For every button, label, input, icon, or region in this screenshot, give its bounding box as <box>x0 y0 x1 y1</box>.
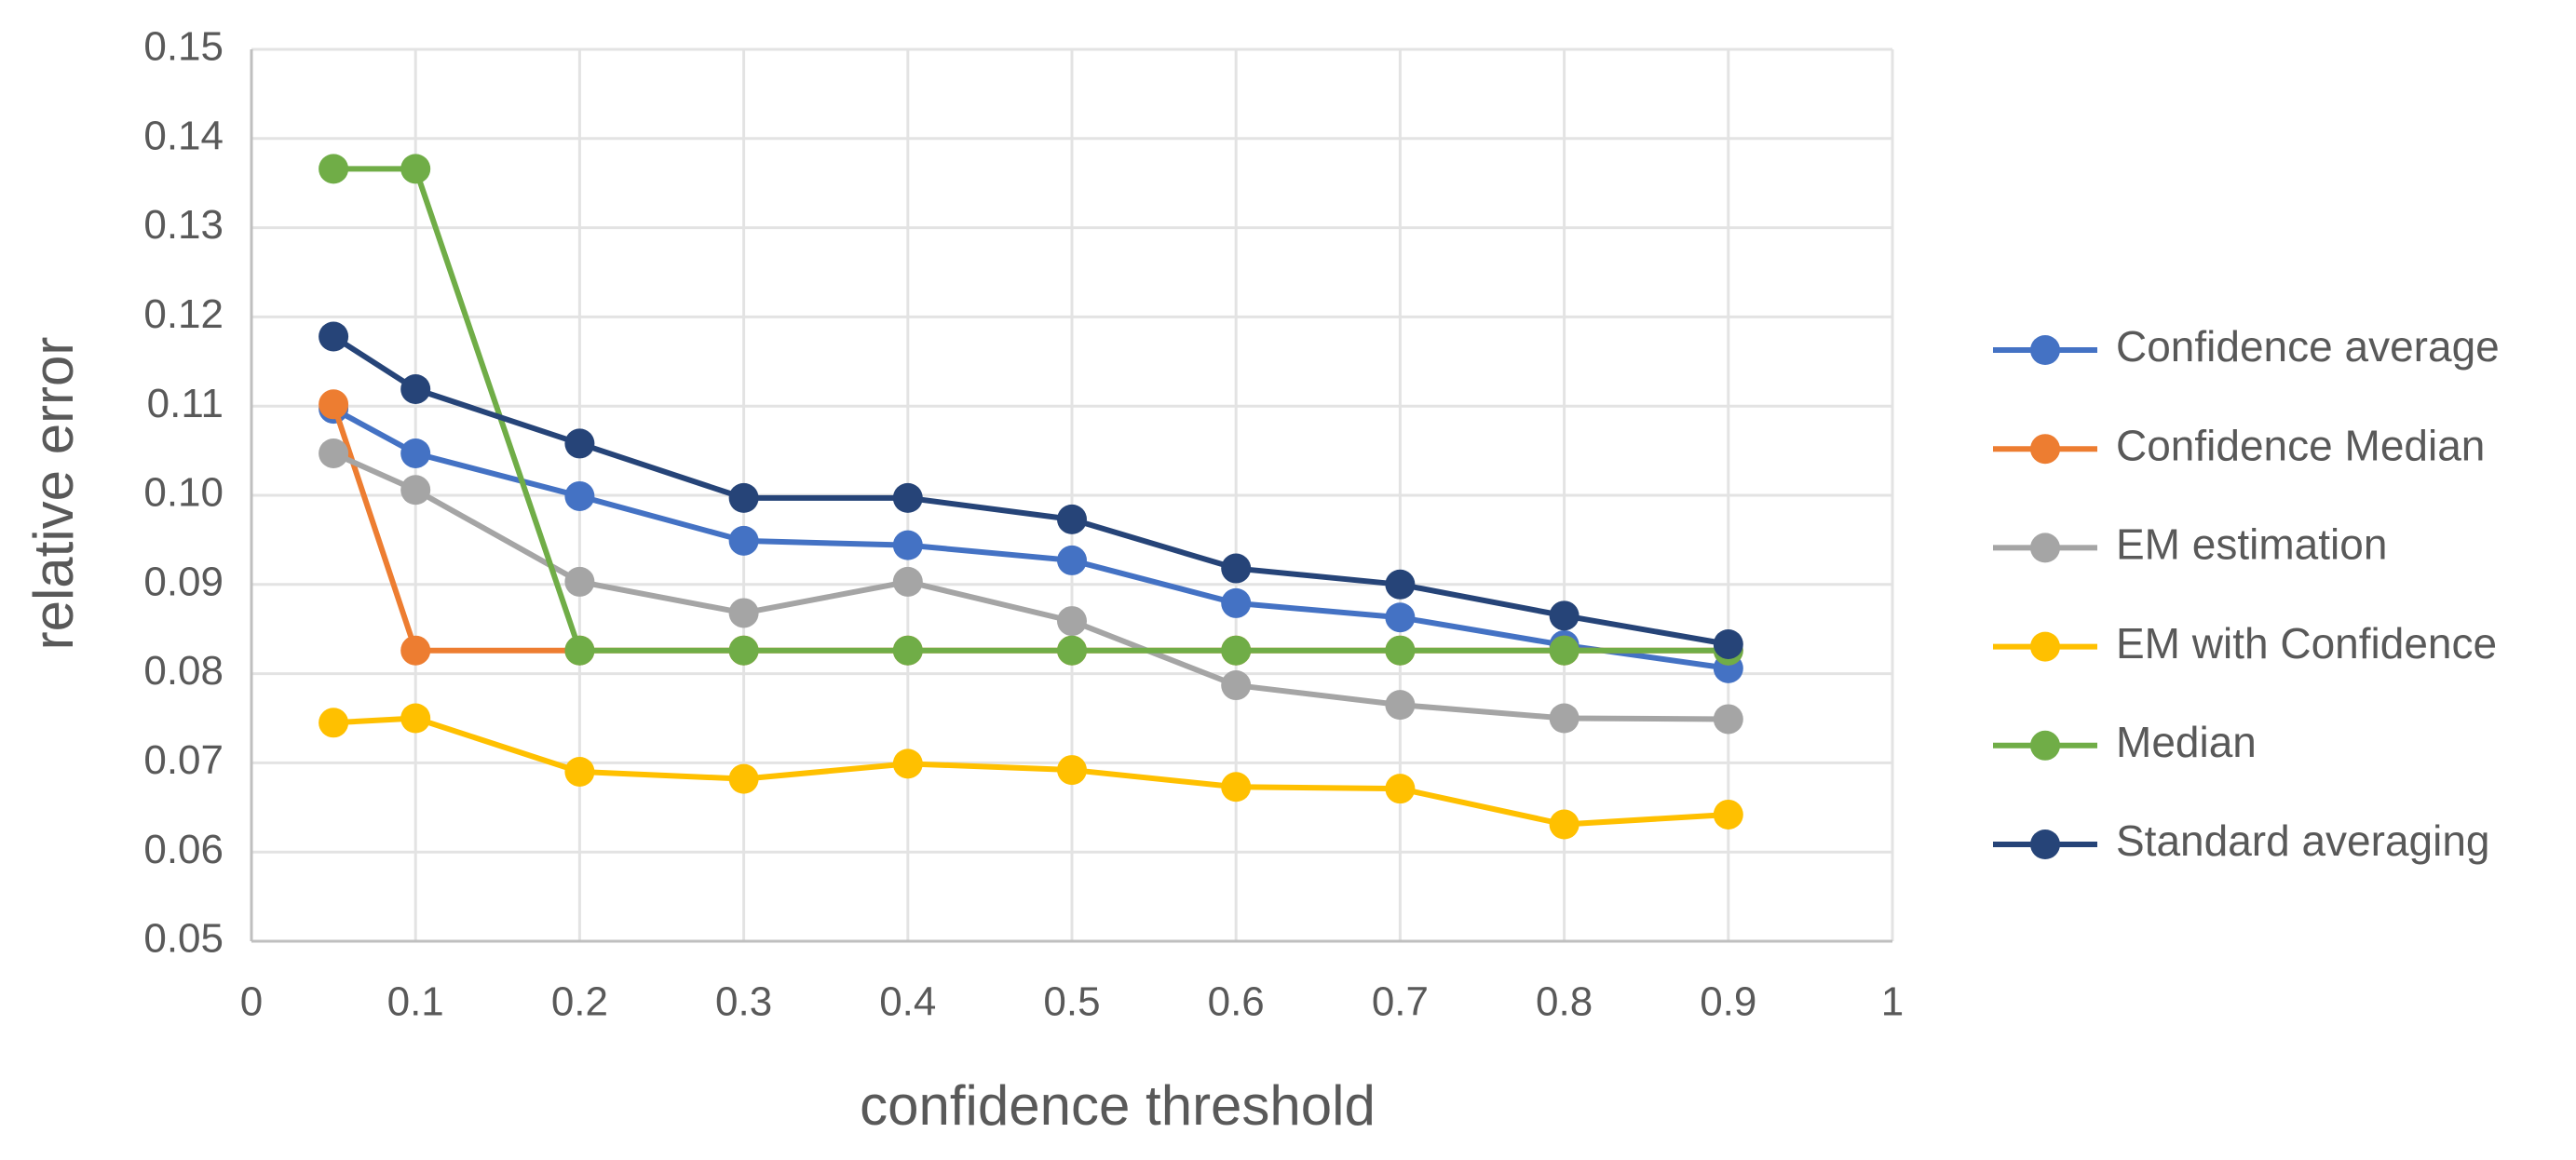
series-line <box>332 406 1729 671</box>
data-point <box>892 635 923 666</box>
series-line <box>333 166 1729 654</box>
data-point <box>400 475 431 506</box>
data-point <box>564 756 595 787</box>
data-point <box>319 389 349 420</box>
data-point <box>1549 809 1579 840</box>
legend-label: Standard averaging <box>2116 816 2490 865</box>
data-point <box>319 154 349 184</box>
data-point <box>1713 628 1743 659</box>
data-point <box>728 598 759 628</box>
legend-marker <box>2030 830 2060 859</box>
data-point <box>1057 545 1087 575</box>
y-tick-label: 0.15 <box>143 24 224 70</box>
x-tick-label: 0.3 <box>715 979 772 1025</box>
data-point <box>319 438 349 468</box>
y-tick-label: 0.09 <box>143 559 224 604</box>
y-tick-label: 0.13 <box>143 202 224 248</box>
data-point <box>1385 635 1416 666</box>
x-tick-label: 0.4 <box>879 979 936 1025</box>
data-point <box>1385 774 1416 804</box>
x-tick-label: 0.5 <box>1043 979 1100 1025</box>
data-point <box>1549 635 1579 666</box>
x-tick-label: 0 <box>240 979 263 1025</box>
x-tick-label: 0.7 <box>1372 979 1429 1025</box>
x-axis-title: confidence threshold <box>860 1074 1376 1137</box>
data-point <box>1221 772 1252 803</box>
data-point <box>728 482 759 513</box>
data-point <box>319 708 349 738</box>
data-point <box>1549 703 1579 734</box>
data-point <box>728 763 759 794</box>
x-tick-label: 0.6 <box>1208 979 1265 1025</box>
x-tick-label: 0.9 <box>1700 979 1756 1025</box>
y-tick-label: 0.08 <box>143 648 224 694</box>
series-line <box>332 451 1729 722</box>
y-tick-label: 0.14 <box>143 113 224 158</box>
data-point <box>400 438 431 468</box>
data-point <box>1057 755 1087 786</box>
legend-label: Median <box>2116 718 2257 766</box>
data-point <box>892 566 923 597</box>
y-tick-label: 0.06 <box>143 827 224 872</box>
data-point <box>1385 569 1416 600</box>
legend-marker <box>2030 533 2060 563</box>
legend-marker <box>2030 434 2060 465</box>
data-point <box>1549 600 1579 631</box>
data-point <box>1221 553 1252 584</box>
x-tick-label: 0.8 <box>1536 979 1593 1025</box>
legend-label: EM estimation <box>2116 520 2387 569</box>
data-point <box>892 749 923 779</box>
x-tick-label: 0.2 <box>551 979 608 1025</box>
x-tick-label: 1 <box>1881 979 1904 1025</box>
data-point <box>892 482 923 513</box>
data-point <box>1057 635 1087 666</box>
data-point <box>564 566 595 597</box>
legend-label: EM with Confidence <box>2116 619 2497 668</box>
legend-label: Confidence Median <box>2116 421 2485 469</box>
data-point <box>400 373 431 404</box>
data-point <box>1385 690 1416 721</box>
series-line <box>332 333 1729 647</box>
data-point <box>564 428 595 459</box>
data-point <box>1057 504 1087 534</box>
legend-marker <box>2030 631 2060 662</box>
data-point <box>1221 670 1252 701</box>
data-point <box>1057 606 1087 637</box>
y-tick-label: 0.05 <box>143 916 224 962</box>
data-point <box>1385 602 1416 633</box>
data-point <box>728 635 759 666</box>
data-point <box>892 530 923 560</box>
y-axis-title: relative error <box>22 337 85 651</box>
legend-label: Confidence average <box>2116 322 2500 371</box>
data-point <box>400 703 431 734</box>
legend-marker <box>2030 730 2060 761</box>
data-point <box>400 154 431 184</box>
y-tick-label: 0.07 <box>143 737 224 783</box>
legend-marker <box>2030 335 2060 365</box>
data-point <box>1221 587 1252 618</box>
data-point <box>1221 635 1252 666</box>
y-tick-label: 0.12 <box>143 291 224 337</box>
data-point <box>1713 704 1743 735</box>
series-line <box>332 715 1729 828</box>
y-tick-label: 0.11 <box>147 381 224 426</box>
data-point <box>728 525 759 556</box>
data-point <box>400 635 431 666</box>
data-point <box>564 635 595 666</box>
x-tick-label: 0.1 <box>387 979 444 1025</box>
y-tick-label: 0.10 <box>143 470 224 516</box>
data-point <box>564 480 595 511</box>
data-point <box>1713 799 1743 830</box>
data-point <box>319 321 349 352</box>
